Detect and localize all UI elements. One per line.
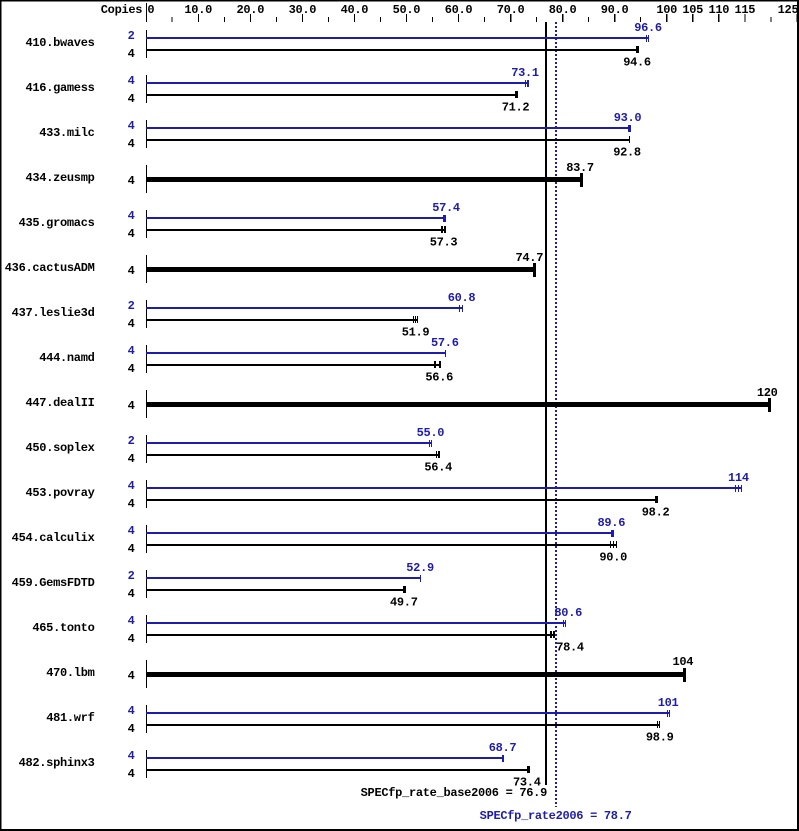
svg-text:80.6: 80.6 xyxy=(554,606,582,620)
svg-text:98.9: 98.9 xyxy=(646,731,674,745)
svg-text:4: 4 xyxy=(128,227,135,241)
svg-text:459.GemsFDTD: 459.GemsFDTD xyxy=(12,576,95,590)
svg-text:436.cactusADM: 436.cactusADM xyxy=(5,261,95,275)
svg-text:120: 120 xyxy=(757,386,778,400)
svg-text:49.7: 49.7 xyxy=(390,596,418,610)
svg-text:60.0: 60.0 xyxy=(445,3,473,17)
svg-text:101: 101 xyxy=(658,696,679,710)
svg-text:4: 4 xyxy=(128,317,135,331)
svg-text:4: 4 xyxy=(128,362,135,376)
svg-text:73.4: 73.4 xyxy=(513,776,541,790)
svg-text:105: 105 xyxy=(682,3,703,17)
svg-text:SPECfp_rate2006 = 78.7: SPECfp_rate2006 = 78.7 xyxy=(480,809,632,823)
svg-text:433.milc: 433.milc xyxy=(39,126,94,140)
svg-text:98.2: 98.2 xyxy=(642,506,670,520)
svg-text:71.2: 71.2 xyxy=(502,101,530,115)
svg-text:2: 2 xyxy=(128,569,135,583)
svg-text:114: 114 xyxy=(728,471,749,485)
svg-text:30.0: 30.0 xyxy=(289,3,317,17)
svg-text:73.1: 73.1 xyxy=(511,66,539,80)
svg-text:4: 4 xyxy=(128,137,135,151)
svg-text:55.0: 55.0 xyxy=(417,426,445,440)
svg-text:68.7: 68.7 xyxy=(489,741,517,755)
svg-text:110: 110 xyxy=(708,3,729,17)
svg-text:94.6: 94.6 xyxy=(623,56,651,70)
svg-text:4: 4 xyxy=(128,47,135,61)
svg-text:4: 4 xyxy=(128,209,135,223)
svg-text:78.4: 78.4 xyxy=(556,641,584,655)
svg-text:2: 2 xyxy=(128,29,135,43)
svg-text:115: 115 xyxy=(734,3,755,17)
svg-text:92.8: 92.8 xyxy=(613,146,641,160)
svg-text:482.sphinx3: 482.sphinx3 xyxy=(19,756,95,770)
svg-text:50.0: 50.0 xyxy=(393,3,421,17)
svg-text:416.gamess: 416.gamess xyxy=(25,81,94,95)
svg-text:481.wrf: 481.wrf xyxy=(46,711,94,725)
svg-text:4: 4 xyxy=(128,497,135,511)
svg-text:454.calculix: 454.calculix xyxy=(12,531,95,545)
svg-text:20.0: 20.0 xyxy=(236,3,264,17)
svg-text:56.6: 56.6 xyxy=(425,371,453,385)
svg-text:74.7: 74.7 xyxy=(515,251,543,265)
svg-text:4: 4 xyxy=(128,632,135,646)
svg-text:125: 125 xyxy=(778,3,799,17)
svg-text:4: 4 xyxy=(128,92,135,106)
svg-text:450.soplex: 450.soplex xyxy=(25,441,94,455)
svg-text:4: 4 xyxy=(128,704,135,718)
svg-text:435.gromacs: 435.gromacs xyxy=(19,216,95,230)
svg-text:4: 4 xyxy=(128,749,135,763)
svg-text:56.4: 56.4 xyxy=(424,461,452,475)
svg-text:434.zeusmp: 434.zeusmp xyxy=(25,171,94,185)
svg-text:447.dealII: 447.dealII xyxy=(25,396,94,410)
svg-text:90.0: 90.0 xyxy=(599,551,627,565)
svg-text:4: 4 xyxy=(128,722,135,736)
svg-text:4: 4 xyxy=(128,479,135,493)
svg-text:89.6: 89.6 xyxy=(597,516,625,530)
svg-text:51.9: 51.9 xyxy=(402,326,430,340)
svg-text:40.0: 40.0 xyxy=(341,3,369,17)
svg-text:4: 4 xyxy=(128,74,135,88)
svg-text:10.0: 10.0 xyxy=(184,3,212,17)
svg-text:70.0: 70.0 xyxy=(497,3,525,17)
svg-text:453.povray: 453.povray xyxy=(25,486,94,500)
svg-text:2: 2 xyxy=(128,299,135,313)
svg-text:4: 4 xyxy=(128,542,135,556)
svg-text:4: 4 xyxy=(128,524,135,538)
svg-text:465.tonto: 465.tonto xyxy=(32,621,94,635)
svg-text:60.8: 60.8 xyxy=(448,291,476,305)
svg-text:SPECfp_rate_base2006 = 76.9: SPECfp_rate_base2006 = 76.9 xyxy=(361,786,547,800)
svg-text:4: 4 xyxy=(128,119,135,133)
svg-text:4: 4 xyxy=(128,587,135,601)
svg-text:4: 4 xyxy=(128,452,135,466)
svg-text:100: 100 xyxy=(656,3,677,17)
svg-text:57.3: 57.3 xyxy=(430,236,458,250)
svg-text:410.bwaves: 410.bwaves xyxy=(25,36,94,50)
svg-text:4: 4 xyxy=(128,767,135,781)
svg-text:90.0: 90.0 xyxy=(601,3,629,17)
svg-text:437.leslie3d: 437.leslie3d xyxy=(12,306,95,320)
svg-text:96.6: 96.6 xyxy=(634,21,662,35)
svg-text:57.4: 57.4 xyxy=(432,201,460,215)
svg-text:4: 4 xyxy=(128,399,135,413)
svg-text:2: 2 xyxy=(128,434,135,448)
svg-text:93.0: 93.0 xyxy=(614,111,642,125)
svg-text:104: 104 xyxy=(672,655,693,669)
svg-text:Copies: Copies xyxy=(101,3,143,17)
svg-text:52.9: 52.9 xyxy=(406,561,434,575)
svg-text:83.7: 83.7 xyxy=(566,161,594,175)
svg-text:80.0: 80.0 xyxy=(549,3,577,17)
svg-text:4: 4 xyxy=(128,344,135,358)
svg-text:470.lbm: 470.lbm xyxy=(46,666,94,680)
svg-text:444.namd: 444.namd xyxy=(39,351,94,365)
svg-text:4: 4 xyxy=(128,174,135,188)
svg-text:4: 4 xyxy=(128,669,135,683)
svg-text:4: 4 xyxy=(128,264,135,278)
svg-text:4: 4 xyxy=(128,614,135,628)
svg-text:57.6: 57.6 xyxy=(431,336,459,350)
svg-text:0: 0 xyxy=(147,3,154,17)
